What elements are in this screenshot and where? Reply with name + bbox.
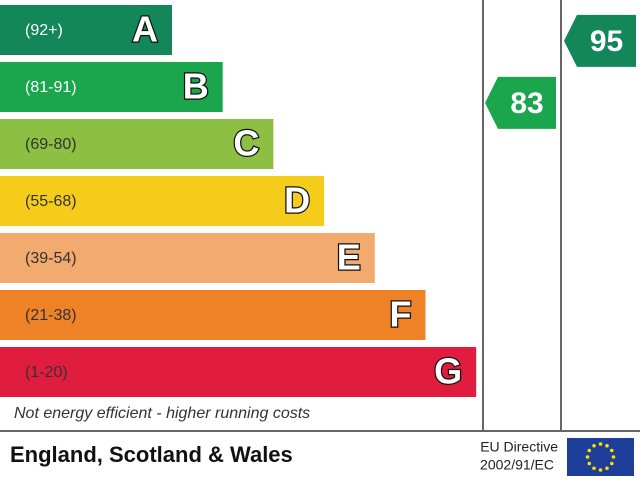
rating-value: 95 (590, 25, 623, 58)
rating-arrow (564, 14, 636, 67)
band-range: (55-68) (25, 193, 77, 210)
band-bar (0, 290, 426, 340)
band-bar (0, 347, 477, 397)
band-range: (69-80) (25, 136, 77, 153)
rating-arrow (485, 76, 556, 129)
band-bar (0, 62, 223, 112)
band-bar (0, 119, 274, 169)
band-letter: D (284, 180, 310, 221)
flag-star (609, 461, 614, 466)
band-bar (0, 5, 172, 55)
eu-flag (567, 438, 634, 476)
band-bar (0, 233, 375, 283)
flag-star (592, 443, 596, 448)
band-letter: G (434, 351, 462, 392)
flag-star (598, 468, 603, 472)
flag-star (592, 466, 596, 471)
band-letter: E (337, 237, 361, 278)
band-range: (1-20) (25, 364, 68, 381)
flag-star (611, 455, 616, 459)
flag-star (605, 466, 609, 471)
band-range: (21-38) (25, 307, 77, 324)
bottom-note: Not energy efficient - higher running co… (14, 405, 310, 422)
band-letter: C (233, 123, 259, 164)
flag-star (587, 448, 592, 453)
flag-star (609, 448, 614, 453)
band-letter: B (183, 66, 209, 107)
flag-star (585, 455, 590, 459)
directive-line: EU Directive (480, 439, 558, 455)
directive-line: 2002/91/EC (480, 457, 554, 473)
flag-star (598, 442, 603, 446)
flag-star (587, 461, 592, 466)
band-range: (81-91) (25, 79, 77, 96)
flag-star (605, 443, 609, 448)
band-range: (39-54) (25, 250, 77, 267)
band-bar (0, 176, 325, 226)
band-range: (92+) (25, 22, 63, 39)
band-letter: A (132, 9, 158, 50)
band-letter: F (390, 294, 412, 335)
region: England, Scotland & Wales (10, 442, 293, 467)
rating-value: 83 (510, 87, 543, 120)
